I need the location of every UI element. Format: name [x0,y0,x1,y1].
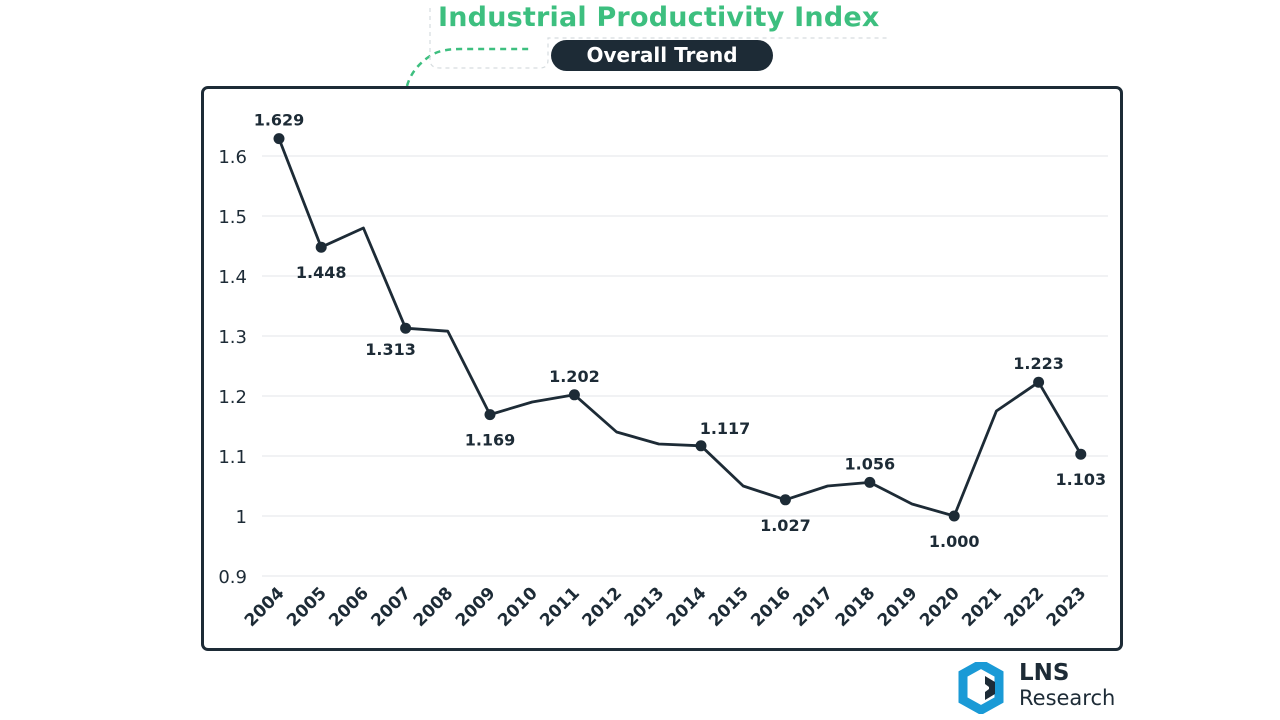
y-tick-label: 1 [236,507,247,528]
y-tick-label: 1.3 [218,327,247,348]
x-tick-label: 2005 [283,583,331,631]
lns-research-logo: LNS Research [957,660,1127,716]
x-tick-label: 2023 [1043,583,1091,631]
data-markers [273,133,1087,522]
series-line [277,137,1083,518]
data-point [1075,448,1087,460]
x-tick-label: 2004 [241,583,289,631]
y-tick-label: 1.1 [218,447,247,468]
x-tick-label: 2020 [916,583,964,631]
data-label: 1.000 [929,532,980,551]
data-labels: 1.629 1.448 1.313 1.169 1.202 1.117 1.027 1.056… [254,111,1106,551]
x-tick-label: 2019 [874,583,922,631]
x-tick-label: 2021 [958,583,1006,631]
logo-subtitle: Research [1019,686,1116,710]
data-label: 1.223 [1013,354,1064,373]
data-point [568,389,580,401]
x-tick-label: 2014 [663,583,711,631]
title-connector-line [405,47,530,87]
x-tick-label: 2018 [832,583,880,631]
x-tick-label: 2009 [452,583,500,631]
data-point [948,510,960,522]
data-label: 1.448 [296,263,347,282]
x-tick-label: 2011 [536,583,584,631]
chart-frame [201,86,1123,651]
data-label: 1.629 [254,111,305,130]
y-tick-label: 1.4 [218,267,247,288]
data-label: 1.169 [465,431,516,450]
data-point [315,241,327,253]
x-tick-label: 2008 [410,583,458,631]
x-axis-tick-labels: 2004200520062007200820092010201120122013… [241,583,1090,631]
data-point [400,322,412,334]
x-tick-label: 2010 [494,583,542,631]
data-point [1033,376,1045,388]
x-tick-label: 2006 [325,583,373,631]
chart-title: Industrial Productivity Index [438,2,880,33]
series-line-layer [277,137,1083,518]
x-tick-label: 2012 [579,583,627,631]
chart-subtitle: Overall Trend [551,40,773,71]
x-tick-label: 2015 [705,583,753,631]
x-tick-label: 2016 [747,583,795,631]
data-label: 1.202 [549,367,600,386]
y-axis-tick-labels: 0.9 1 1.1 1.2 1.3 1.4 1.5 1.6 [218,147,247,588]
title-decoration [405,8,888,87]
y-tick-label: 1.6 [218,147,247,168]
y-tick-label: 1.5 [218,207,247,228]
data-label: 1.313 [365,340,416,359]
y-tick-label: 1.2 [218,387,247,408]
data-label: 1.027 [760,516,811,535]
data-label: 1.117 [700,419,751,438]
data-point [484,409,496,421]
data-label: 1.056 [844,454,895,473]
data-point [779,494,791,506]
x-tick-label: 2017 [790,583,838,631]
y-tick-label: 0.9 [218,567,247,588]
x-tick-label: 2022 [1001,583,1049,631]
x-tick-label: 2007 [368,583,416,631]
lns-logo-icon [958,662,1004,714]
data-point [695,440,707,452]
x-tick-label: 2013 [621,583,669,631]
data-label: 1.103 [1055,470,1106,489]
data-point [273,133,285,145]
data-point [864,476,876,488]
grid-lines [262,155,1108,577]
title-guide-outline [429,8,888,69]
logo-name: LNS [1019,660,1070,686]
